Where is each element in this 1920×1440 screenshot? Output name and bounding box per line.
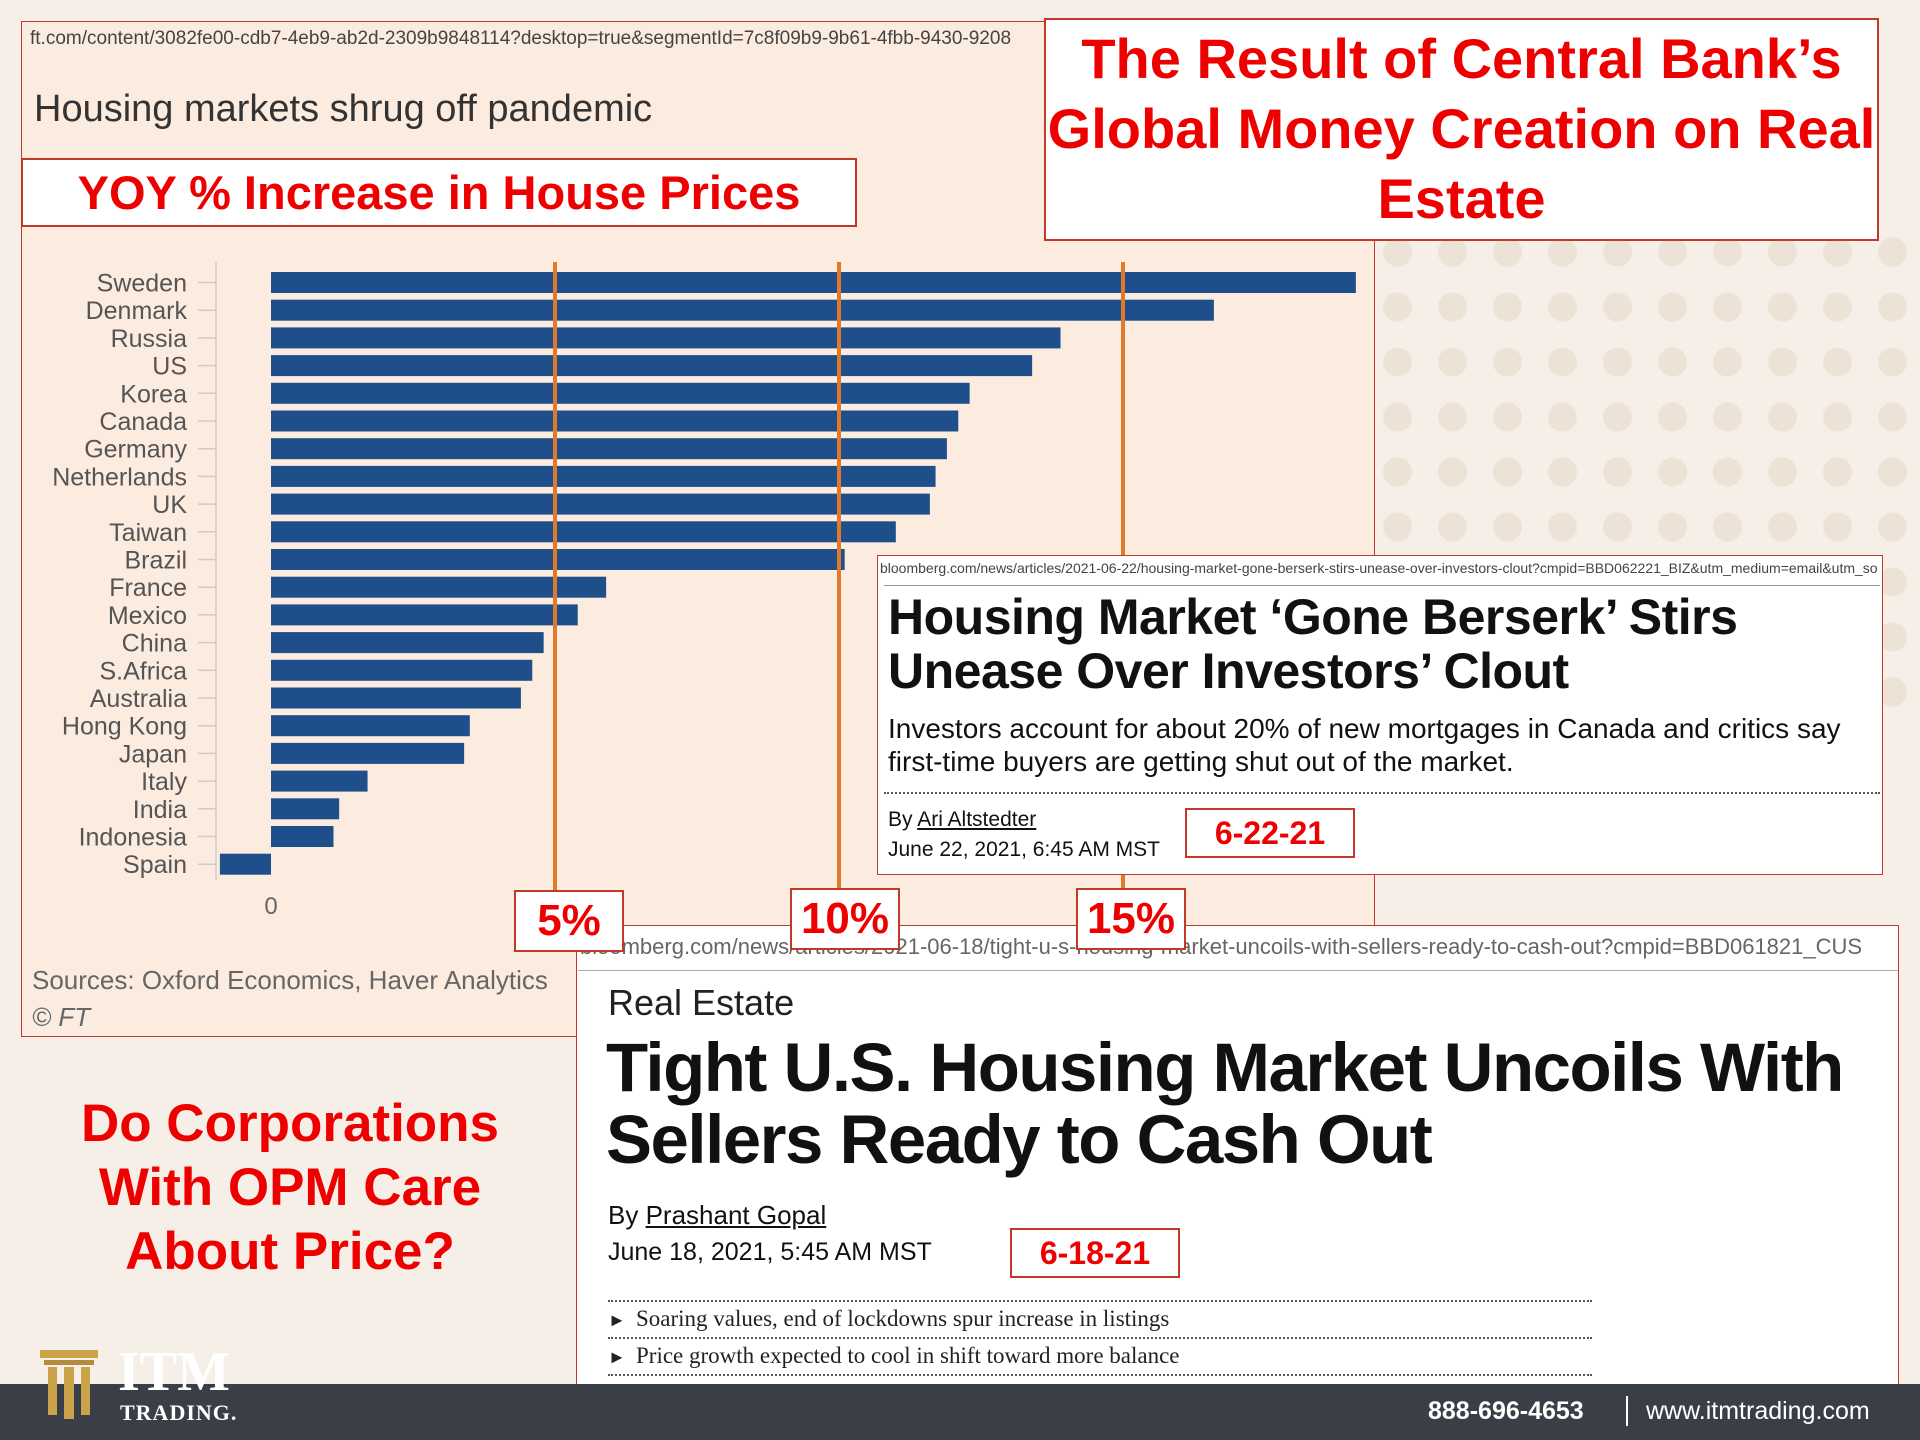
article-card-2 (576, 925, 1899, 1385)
article-1-date-badge: 6-22-21 (1185, 808, 1355, 858)
y-tick-label: Australia (90, 685, 187, 713)
x-tick-label-zero: 0 (264, 893, 277, 920)
ref-label-10: 10% (790, 888, 900, 950)
y-tick-label: Denmark (86, 297, 188, 325)
bar-canada (271, 410, 959, 432)
bar-mexico (271, 604, 578, 626)
bar-russia (271, 327, 1061, 349)
list-item: ► Soaring values, end of lockdowns spur i… (608, 1300, 1592, 1337)
y-tick-label: Spain (123, 851, 187, 879)
question-text: Do Corporations With OPM Care About Pric… (80, 1094, 500, 1281)
divider (884, 792, 1880, 794)
yoy-annotation: YOY % Increase in House Prices (21, 158, 857, 227)
article-1-date: June 22, 2021, 6:45 AM MST (888, 838, 1160, 861)
bullet-arrow-icon: ► (608, 1310, 626, 1330)
bar-taiwan (271, 521, 896, 543)
y-tick-label: France (109, 574, 187, 602)
bar-netherlands (271, 465, 936, 487)
divider (578, 970, 1898, 971)
chart-title: Housing markets shrug off pandemic (34, 88, 653, 130)
ref-label-15: 15% (1076, 888, 1186, 950)
article-1-dek: Investors account for about 20% of new m… (888, 713, 1841, 777)
article-1-url[interactable]: bloomberg.com/news/articles/2021-06-22/h… (880, 560, 1878, 576)
bar-hongkong (271, 715, 470, 737)
list-item: ► Price growth expected to cool in shift … (608, 1337, 1592, 1376)
article-2-date: June 18, 2021, 5:45 AM MST (608, 1238, 932, 1266)
bar-australia (271, 687, 521, 709)
byline-prefix: By (888, 808, 913, 831)
y-tick-label: India (133, 796, 187, 824)
y-tick-label: China (122, 630, 187, 658)
bar-sweden (271, 272, 1356, 293)
phone-number[interactable]: 888-696-4653 (1428, 1397, 1584, 1425)
bar-france (271, 576, 607, 598)
bar-indonesia (271, 826, 334, 847)
bar-brazil (271, 549, 845, 570)
bar-italy (271, 770, 368, 792)
bar-uk (271, 493, 930, 515)
chart-copyright: © FT (32, 1002, 91, 1032)
y-tick-label: Germany (84, 436, 187, 464)
bar-safrica (271, 659, 533, 681)
y-tick-label: Hong Kong (62, 713, 187, 741)
main-headline: The Result of Central Bank’s Global Mone… (1044, 18, 1879, 241)
y-tick-label: Brazil (124, 547, 187, 575)
article-1-author-link[interactable]: Ari Altstedter (917, 808, 1037, 831)
divider (884, 585, 1880, 586)
y-tick-label: Canada (99, 408, 187, 436)
bullet-arrow-icon: ► (608, 1347, 626, 1367)
y-tick-label: Sweden (97, 270, 187, 298)
y-tick-label: UK (152, 491, 187, 519)
article-card-1 (877, 555, 1883, 875)
article-1-byline: By Ari Altstedter (888, 808, 1036, 832)
bar-china (271, 632, 544, 654)
bar-japan (271, 742, 465, 764)
y-tick-label: Mexico (108, 602, 187, 630)
bar-us (271, 355, 1033, 377)
y-tick-label: S.Africa (99, 657, 187, 685)
ft-url[interactable]: ft.com/content/3082fe00-cdb7-4eb9-ab2d-2… (30, 28, 1012, 49)
article-1-headline[interactable]: Housing Market ‘Gone Berserk’ Stirs Unea… (888, 589, 1738, 699)
article-2-url[interactable]: bloomberg.com/news/articles/2021-06-18/t… (580, 934, 1863, 959)
y-tick-label: Indonesia (79, 824, 188, 852)
y-tick-label: Korea (120, 380, 187, 408)
y-tick-label: Italy (141, 768, 187, 796)
y-tick-label: Taiwan (109, 519, 187, 547)
footer-bar (0, 1384, 1920, 1440)
bar-korea (271, 382, 970, 404)
itm-column-logo-icon (40, 1350, 98, 1419)
y-tick-label: Netherlands (52, 463, 187, 491)
article-2-headline[interactable]: Tight U.S. Housing Market Uncoils With S… (606, 1029, 1844, 1178)
bar-germany (271, 438, 947, 460)
y-tick-label: Russia (111, 325, 188, 353)
logo-wordmark: ITM (118, 1341, 230, 1403)
ref-label-5: 5% (514, 890, 624, 952)
y-tick-label: US (152, 353, 187, 381)
article-2-bullets: ► Soaring values, end of lockdowns spur i… (608, 1300, 1592, 1376)
byline-prefix: By (608, 1200, 639, 1230)
bar-india (271, 798, 340, 820)
bar-denmark (271, 299, 1214, 321)
website-link[interactable]: www.itmtrading.com (1646, 1397, 1870, 1425)
article-2-author-link[interactable]: Prashant Gopal (645, 1200, 827, 1230)
footer-separator (1626, 1396, 1628, 1426)
article-2-section[interactable]: Real Estate (608, 982, 795, 1023)
bar-spain (219, 853, 271, 875)
y-tick-label: Japan (119, 740, 187, 768)
article-2-byline: By Prashant Gopal (608, 1200, 826, 1231)
chart-sources: Sources: Oxford Economics, Haver Analyti… (32, 965, 548, 995)
logo-subtitle: TRADING. (120, 1400, 238, 1425)
article-2-date-badge: 6-18-21 (1010, 1228, 1180, 1278)
